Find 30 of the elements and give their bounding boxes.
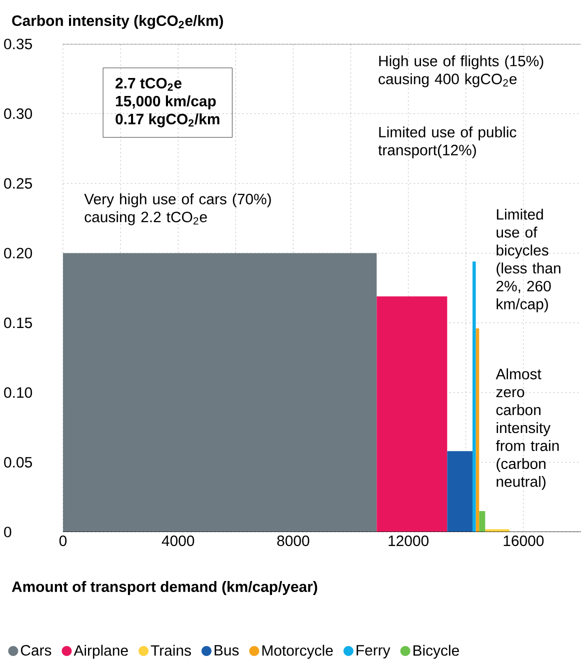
annotation: High use of flights (15%) causing 400 kgCO$_{2}$e	[378, 55, 544, 88]
legend-label: Airplane	[74, 644, 128, 659]
x-tick-label: 8000	[277, 536, 310, 546]
y-tick-label: 0.10	[4, 387, 32, 398]
annotation: Limited use of bicycles (less than 2%, 260 km/cap)	[496, 208, 560, 312]
y-axis-title: Carbon intensity (kgCO$_{2}$e/km)	[12, 15, 224, 29]
legend-label: Trains	[150, 644, 191, 656]
annotation: 0.17 kgCO$_{2}$/km	[116, 113, 220, 128]
legend-label: Cars	[20, 645, 52, 656]
y-tick-label: 0.20	[4, 248, 32, 258]
x-axis-title: Amount of transport demand (km/cap/year)	[12, 581, 318, 595]
y-tick-label: 0.05	[4, 456, 32, 468]
legend-label: Ferry	[356, 645, 390, 658]
annotation: 2.7 tCO$_{2}$e	[116, 78, 182, 91]
legend-label: Bicycle	[414, 644, 459, 659]
x-tick-label: 12000	[388, 536, 429, 546]
annotation: Very high use of cars (70%) causing 2.2 tCO$_{2}$e	[84, 193, 271, 226]
y-tick-label: 0.30	[4, 108, 32, 119]
annotation: Limited use of public transport(12%)	[378, 126, 516, 158]
annotation: 15,000 km/cap	[116, 95, 216, 110]
y-tick-label: 0.25	[4, 178, 32, 189]
y-tick-label: 0.35	[4, 38, 32, 50]
x-tick-label: 16000	[504, 536, 544, 546]
y-tick-label: 0	[4, 526, 12, 538]
x-tick-label: 0	[59, 536, 67, 546]
x-tick-label: 4000	[162, 536, 194, 546]
y-tick-label: 0.15	[4, 318, 32, 328]
legend-label: Bus	[214, 645, 239, 656]
legend-label: Motorcycle	[262, 644, 333, 659]
annotation: Almost zero carbon intensity from train (carbon neutral)	[496, 368, 559, 490]
